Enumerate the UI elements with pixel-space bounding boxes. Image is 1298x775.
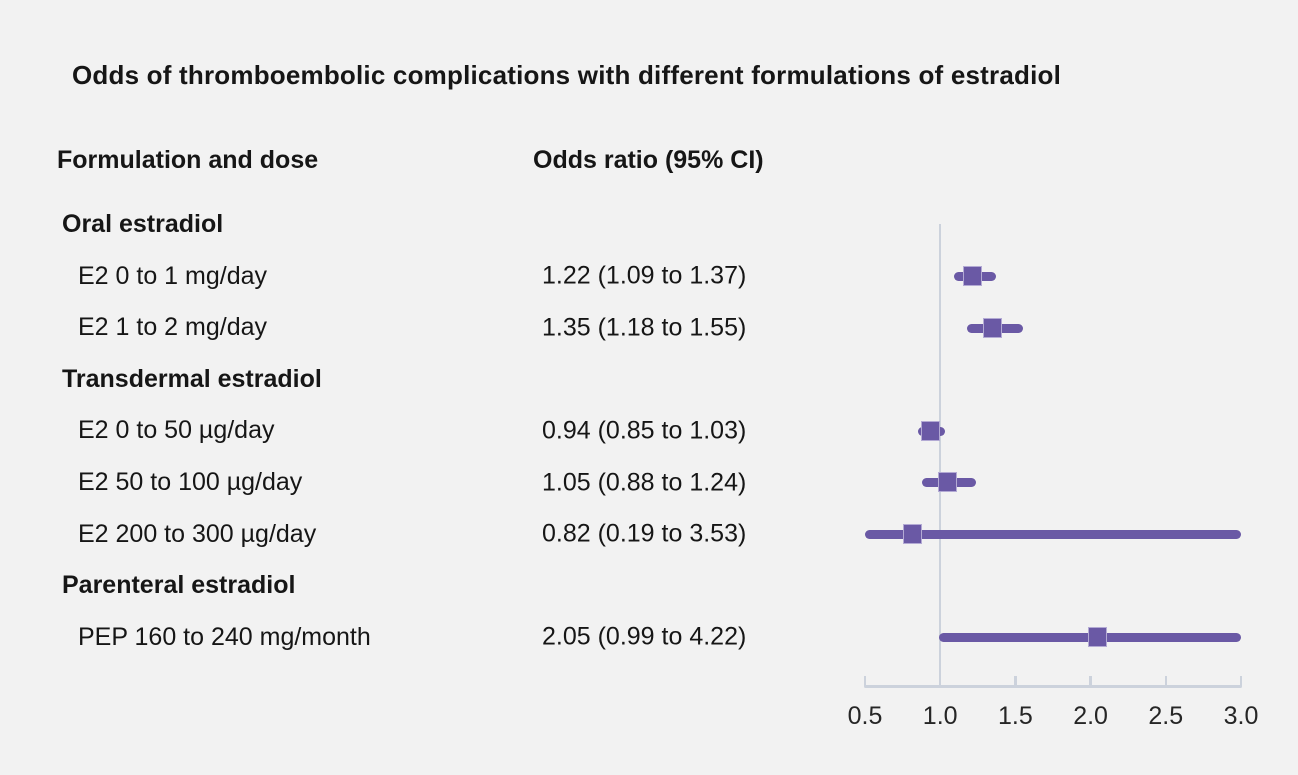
x-axis-tick: [1014, 676, 1017, 686]
x-tick-label: 2.0: [1073, 702, 1108, 730]
table-row: E2 200 to 300 µg/day 0.82 (0.19 to 3.53): [0, 508, 860, 560]
odds-ratio-marker: [963, 266, 983, 287]
x-axis-tick: [1239, 676, 1243, 686]
x-axis-tick: [938, 676, 942, 686]
x-tick-label: 1.5: [998, 702, 1033, 730]
table-rows: Oral estradiol E2 0 to 1 mg/day 1.22 (1.…: [0, 199, 860, 663]
table-row: PEP 160 to 240 mg/month 2.05 (0.99 to 4.…: [0, 611, 860, 663]
row-odds-ratio-value: 1.05 (0.88 to 1.24): [542, 468, 747, 496]
forest-plot: 0.5 1.0 1.5 2.0 2.5 3.0: [848, 224, 1258, 730]
column-header-formulation: Formulation and dose: [57, 146, 319, 174]
row-label: E2 0 to 50 µg/day: [78, 416, 275, 445]
section-row-parenteral: Parenteral estradiol: [0, 560, 860, 612]
section-label: Transdermal estradiol: [62, 364, 322, 393]
column-header-odds-ratio: Odds ratio (95% CI): [533, 146, 764, 174]
table-row: E2 1 to 2 mg/day 1.35 (1.18 to 1.55): [0, 302, 860, 354]
x-axis-tick: [1164, 676, 1168, 686]
table-row: E2 0 to 1 mg/day 1.22 (1.09 to 1.37): [0, 251, 860, 303]
x-tick-label: 1.0: [922, 702, 958, 730]
section-row-transdermal: Transdermal estradiol: [0, 354, 860, 406]
odds-ratio-marker: [937, 472, 957, 493]
figure-title: Odds of thromboembolic complications wit…: [72, 60, 1062, 90]
odds-ratio-marker: [982, 317, 1002, 338]
row-odds-ratio-value: 0.94 (0.85 to 1.03): [542, 416, 747, 445]
x-tick-label: 3.0: [1223, 702, 1259, 730]
section-row-oral: Oral estradiol: [0, 199, 860, 251]
x-axis-line: [864, 685, 1242, 688]
row-odds-ratio-value: 1.35 (1.18 to 1.55): [542, 313, 747, 342]
odds-ratio-marker: [921, 420, 941, 441]
table-row: E2 50 to 100 µg/day 1.05 (0.88 to 1.24): [0, 457, 860, 509]
x-axis-tick: [863, 676, 867, 686]
row-label: E2 1 to 2 mg/day: [78, 313, 268, 342]
row-odds-ratio-value: 2.05 (0.99 to 4.22): [542, 622, 747, 651]
x-tick-label: 2.5: [1148, 702, 1184, 730]
row-label: E2 50 to 100 µg/day: [78, 468, 303, 496]
table-row: E2 0 to 50 µg/day 0.94 (0.85 to 1.03): [0, 405, 860, 457]
section-label: Parenteral estradiol: [62, 571, 296, 600]
confidence-interval-line: [865, 529, 1241, 539]
row-label: E2 0 to 1 mg/day: [78, 261, 268, 290]
row-odds-ratio-value: 1.22 (1.09 to 1.37): [542, 261, 747, 290]
odds-ratio-marker: [903, 523, 923, 544]
reference-line-1: [938, 224, 942, 688]
row-label: E2 200 to 300 µg/day: [78, 519, 317, 548]
section-label: Oral estradiol: [62, 210, 224, 239]
odds-ratio-marker: [1088, 626, 1108, 647]
row-odds-ratio-value: 0.82 (0.19 to 3.53): [542, 519, 747, 548]
x-tick-label: 0.5: [847, 702, 883, 730]
x-axis-tick: [1089, 676, 1092, 686]
row-label: PEP 160 to 240 mg/month: [78, 622, 371, 651]
